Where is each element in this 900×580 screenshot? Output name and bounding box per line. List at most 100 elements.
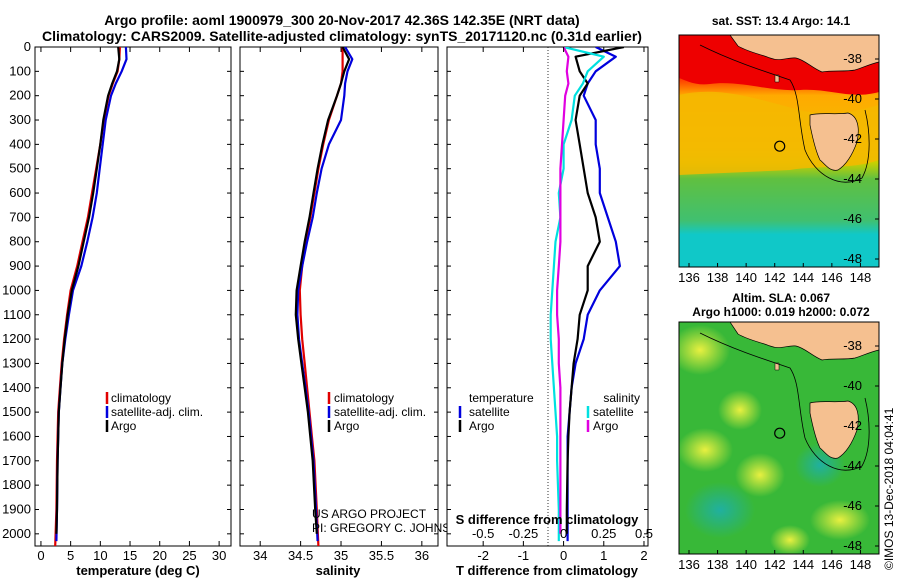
map-y-tick-label: -42: [843, 418, 862, 433]
map-y-tick-label: -46: [843, 211, 862, 226]
legend-s-satellite: satellite: [593, 405, 634, 419]
map-x-tick-label: 146: [821, 557, 843, 572]
x-tick-label: 30: [212, 548, 226, 563]
series-line-t-argo: [565, 47, 625, 534]
temperature-panel: 0 5 10 15 20 25 30 temperature (deg C) climato…: [34, 46, 232, 578]
series-line-argo: [294, 47, 351, 534]
depth-tick-label: 1300: [2, 355, 31, 370]
credit-line2: PI: GREGORY C. JOHNSON: [312, 521, 468, 535]
series-line-s-satellite: [549, 47, 605, 542]
imos-stamp: ©IMOS 13-Dec-2018 04:04:41: [882, 407, 896, 570]
sst-map: sat. SST: 13.4 Argo: 14.1 136 138 140 142 14…: [678, 14, 880, 285]
legend-satellite-adj: satellite-adj. clim.: [334, 405, 426, 419]
depth-tick-label: 1600: [2, 428, 31, 443]
depth-tick-label: 2000: [2, 526, 31, 541]
argo-position-marker: [774, 427, 786, 439]
depth-tick-label: 400: [9, 136, 31, 151]
x-tick-label: -2: [477, 548, 489, 563]
x-tick-label: 34: [253, 548, 267, 563]
map-x-tick-label: 144: [792, 557, 814, 572]
legend-temperature-title: temperature: [469, 391, 534, 405]
map-y-tick-label: -42: [843, 131, 862, 146]
x-tick-label: 15: [123, 548, 137, 563]
x-tick-label: 20: [152, 548, 166, 563]
x-tick-label: 10: [93, 548, 107, 563]
temperature-xlabel: temperature (deg C): [76, 563, 200, 578]
difference-legend: temperature satellite Argo salinity sate…: [458, 391, 640, 433]
depth-tick-label: 900: [9, 258, 31, 273]
sla-map-title-line2: Argo h1000: 0.019 h2000: 0.072: [692, 305, 870, 319]
temperature-plot-frame: [34, 46, 232, 547]
s-difference-label: S difference from climatology: [456, 512, 640, 527]
x-tick-label: 0: [560, 548, 567, 563]
map-x-tick-label: 144: [792, 270, 814, 285]
sla-map-title-line1: Altim. SLA: 0.067: [732, 291, 830, 305]
map-x-tick-label: 138: [707, 270, 729, 285]
s-diff-tick-label: -0.25: [509, 526, 539, 541]
map-x-tick-label: 140: [735, 557, 757, 572]
map-y-tick-label: -40: [843, 378, 862, 393]
depth-tick-label: 1200: [2, 331, 31, 346]
depth-tick-label: 1000: [2, 282, 31, 297]
argo-position-marker: [774, 140, 786, 152]
x-tick-label: -1: [518, 548, 530, 563]
salinity-legend: climatology satellite-adj. clim. Argo: [327, 391, 426, 433]
depth-tick-label: 700: [9, 209, 31, 224]
map-y-tick-label: -38: [843, 51, 862, 66]
x-tick-label: 5: [67, 548, 74, 563]
sst-map-title: sat. SST: 13.4 Argo: 14.1: [712, 14, 851, 28]
s-diff-tick-label: 0.5: [635, 526, 653, 541]
legend-satellite-adj: satellite-adj. clim.: [111, 405, 203, 419]
x-tick-label: 1: [600, 548, 607, 563]
credit-line1: US ARGO PROJECT: [312, 507, 427, 521]
map-x-tick-label: 136: [678, 557, 700, 572]
map-y-tick-label: -44: [843, 458, 862, 473]
legend-argo: Argo: [334, 419, 360, 433]
salinity-panel: 34 34.5 35 35.5 36 salinity climatology sate…: [239, 46, 468, 578]
temperature-legend: climatology satellite-adj. clim. Argo: [105, 391, 203, 433]
x-tick-label: 34.5: [288, 548, 313, 563]
map-x-tick-label: 148: [850, 557, 872, 572]
salinity-plot-frame: [239, 46, 439, 547]
depth-tick-label: 500: [9, 161, 31, 176]
s-diff-tick-label: 0: [560, 526, 567, 541]
depth-tick-label: 1700: [2, 453, 31, 468]
x-tick-label: 0: [37, 548, 44, 563]
map-y-tick-label: -46: [843, 498, 862, 513]
difference-panel: -2 -1 0 1 2 -0.5 -0.25 0 0.25 0.5 S difference f…: [446, 46, 653, 578]
depth-tick-label: 100: [9, 63, 31, 78]
t-difference-xlabel: T difference from climatology: [456, 563, 639, 578]
map-y-tick-label: -48: [843, 251, 862, 266]
legend-t-satellite: satellite: [469, 405, 510, 419]
figure-title-line2: Climatology: CARS2009. Satellite-adjuste…: [42, 28, 642, 44]
map-x-tick-label: 138: [707, 557, 729, 572]
map-y-tick-label: -44: [843, 171, 862, 186]
sla-map: Altim. SLA: 0.067 Argo h1000: 0.019 h200…: [678, 291, 880, 572]
depth-tick-label: 600: [9, 185, 31, 200]
legend-climatology: climatology: [111, 391, 171, 405]
legend-climatology: climatology: [334, 391, 394, 405]
sla-map-frame: [678, 321, 880, 555]
depth-tick-label: 1400: [2, 380, 31, 395]
x-tick-label: 35: [334, 548, 348, 563]
depth-tick-label: 200: [9, 88, 31, 103]
depth-tick-label: 800: [9, 234, 31, 249]
depth-tick-label: 300: [9, 112, 31, 127]
s-diff-tick-label: -0.5: [472, 526, 494, 541]
map-y-tick-label: -38: [843, 338, 862, 353]
series-line-argo: [55, 47, 121, 534]
x-tick-label: 2: [640, 548, 647, 563]
s-diff-tick-label: 0.25: [591, 526, 616, 541]
depth-axis-ticks: 0 100 200 300 400 500 600 700 800 900 1000 1100 1200…: [2, 39, 31, 541]
depth-tick-label: 1800: [2, 477, 31, 492]
x-tick-label: 35.5: [369, 548, 394, 563]
x-tick-label: 36: [415, 548, 429, 563]
map-x-tick-label: 148: [850, 270, 872, 285]
figure-title-line1: Argo profile: aoml 1900979_300 20-Nov-20…: [104, 12, 579, 28]
sst-map-frame: [678, 34, 880, 268]
x-tick-label: 25: [182, 548, 196, 563]
depth-tick-label: 1900: [2, 501, 31, 516]
map-y-tick-label: -48: [843, 538, 862, 553]
map-x-tick-label: 136: [678, 270, 700, 285]
